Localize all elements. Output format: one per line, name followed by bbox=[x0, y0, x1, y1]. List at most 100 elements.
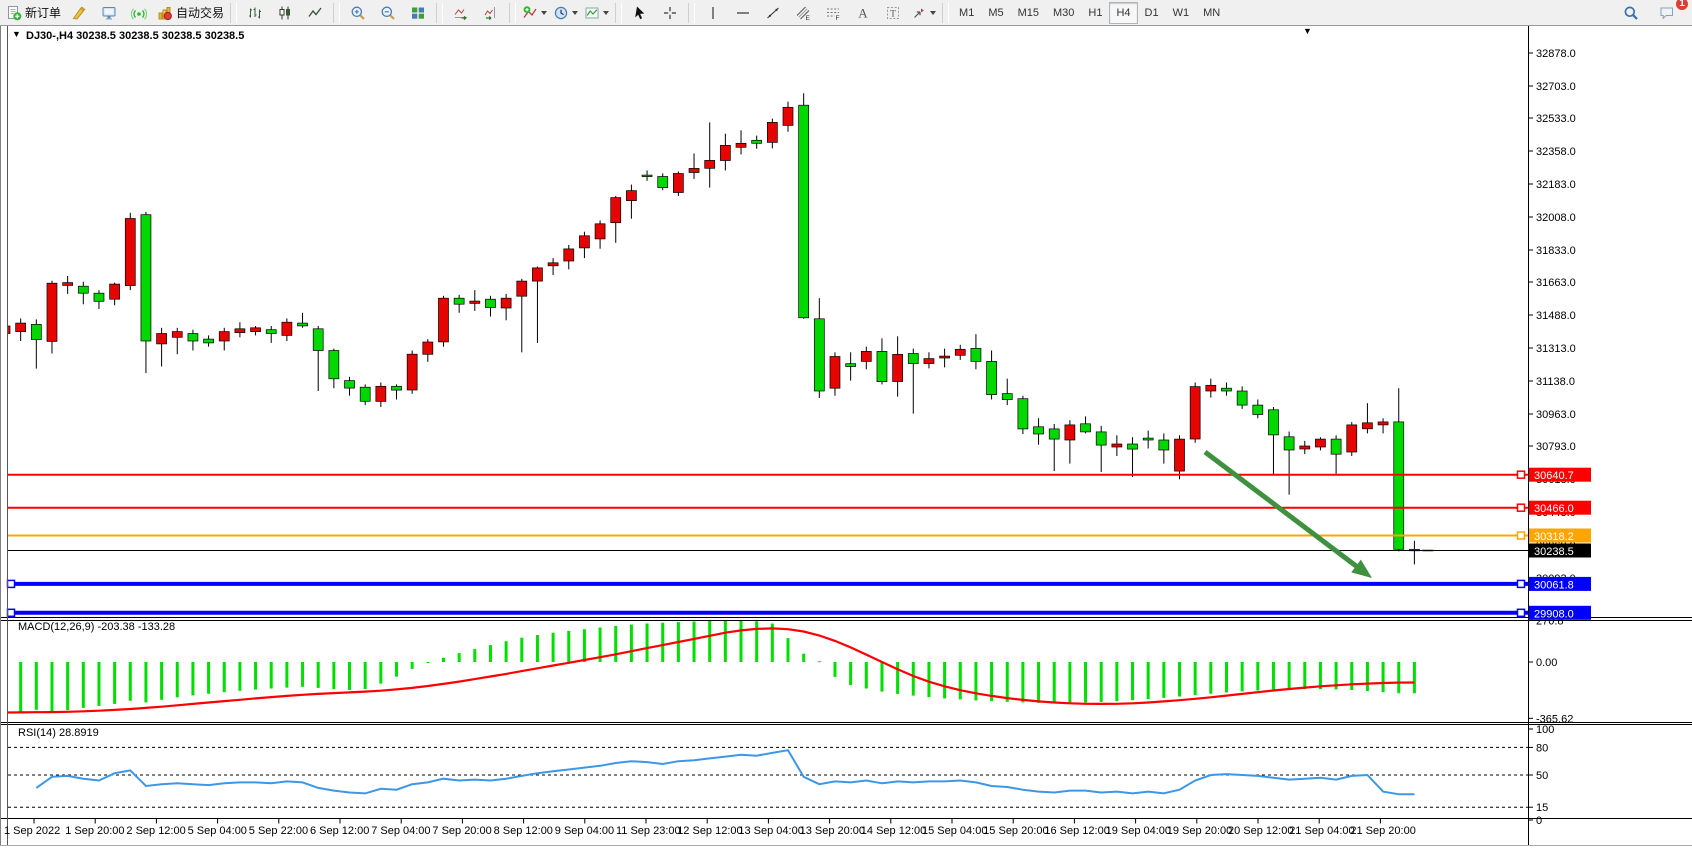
zoom-out-button[interactable] bbox=[373, 1, 403, 25]
hline-handle[interactable] bbox=[1516, 608, 1526, 618]
price-badge-29908.0: 29908.0 bbox=[1529, 605, 1591, 620]
hline-handle[interactable] bbox=[6, 608, 16, 618]
candle-body bbox=[171, 331, 183, 338]
macd-bar bbox=[1397, 662, 1401, 694]
hline-handle[interactable] bbox=[1516, 470, 1526, 479]
candle-body bbox=[1315, 438, 1326, 448]
candle-body bbox=[641, 174, 653, 177]
new-order-icon bbox=[8, 5, 22, 20]
annotation-arrow[interactable] bbox=[1203, 450, 1366, 574]
search-button[interactable] bbox=[1616, 1, 1646, 25]
toolbar-group-chart-type bbox=[240, 0, 330, 26]
chart-window[interactable]: 32878.0 32703.0 32533.0 32358.0 32183.0 32008… bbox=[0, 26, 1692, 849]
horizontal-line-icon bbox=[737, 11, 750, 14]
chevron-down-icon[interactable] bbox=[541, 10, 548, 15]
macd-bar bbox=[927, 662, 931, 698]
crosshair-button[interactable] bbox=[655, 1, 685, 25]
time-tick-label: 15 Sep 04:00 bbox=[922, 825, 987, 837]
equidistant-channel-button[interactable]: E bbox=[788, 1, 818, 25]
hline-handle[interactable] bbox=[1516, 531, 1526, 540]
macd-bar bbox=[1115, 662, 1119, 702]
candle-body bbox=[1252, 404, 1264, 415]
chart-dropdown-icon[interactable]: ▼ bbox=[12, 29, 21, 39]
toolbar-group-trade: 新订单 自动交易 bbox=[3, 0, 227, 26]
candle-body bbox=[1001, 393, 1013, 400]
horizontal-line-button[interactable] bbox=[728, 1, 758, 25]
chevron-down-icon[interactable] bbox=[572, 10, 579, 15]
time-tick-label: 5 Sep 04:00 bbox=[188, 825, 247, 837]
timeframe-d1[interactable]: D1 bbox=[1144, 6, 1159, 19]
timeframe-h1[interactable]: H1 bbox=[1088, 6, 1103, 19]
candle-body bbox=[657, 176, 669, 188]
macd-bar bbox=[1412, 662, 1416, 694]
candle-body bbox=[250, 327, 261, 332]
auto-scroll-button[interactable] bbox=[446, 1, 476, 25]
timeframe-m5[interactable]: M5 bbox=[988, 6, 1004, 19]
candle-body bbox=[281, 321, 293, 336]
indicators-button[interactable] bbox=[519, 1, 550, 25]
text-label-button[interactable]: T bbox=[878, 1, 908, 25]
templates-button[interactable] bbox=[581, 1, 612, 25]
time-tick-label: 14 Sep 12:00 bbox=[861, 825, 926, 837]
hline-handle[interactable] bbox=[6, 579, 16, 589]
macd-bar bbox=[332, 662, 336, 690]
trendline-button[interactable] bbox=[758, 1, 788, 25]
time-axis[interactable]: 1 Sep 2022 1 Sep 20:00 2 Sep 12:00 5 Sep 04… bbox=[4, 818, 1416, 838]
candle-body bbox=[328, 350, 340, 380]
candle-body bbox=[1033, 426, 1044, 435]
chevron-down-icon[interactable] bbox=[603, 10, 610, 15]
timeframe-m1[interactable]: M1 bbox=[959, 6, 975, 19]
candle-body bbox=[798, 104, 810, 319]
candle-body bbox=[203, 338, 214, 344]
periods-button[interactable] bbox=[550, 1, 581, 25]
svg-text:30318.2: 30318.2 bbox=[1534, 531, 1574, 543]
cursor-icon bbox=[635, 6, 645, 19]
timeframe-mn[interactable]: MN bbox=[1203, 6, 1221, 19]
timeframe-m15[interactable]: M15 bbox=[1017, 6, 1039, 19]
macd-bar bbox=[1037, 662, 1041, 703]
candle-body bbox=[923, 358, 935, 364]
cursor-button[interactable] bbox=[625, 1, 655, 25]
macd-signal-line bbox=[8, 627, 1415, 714]
timeframe-m30[interactable]: M30 bbox=[1053, 6, 1075, 19]
candle-body bbox=[1158, 439, 1170, 451]
terminal-button[interactable] bbox=[94, 1, 124, 25]
search-icon bbox=[1624, 6, 1638, 20]
macd-bar bbox=[160, 662, 164, 700]
signal-button[interactable] bbox=[124, 1, 154, 25]
zoom-in-button[interactable] bbox=[343, 1, 373, 25]
line-chart-button[interactable] bbox=[300, 1, 330, 25]
chevron-down-icon[interactable] bbox=[930, 10, 937, 15]
vertical-line-button[interactable] bbox=[698, 1, 728, 25]
bar-chart-button[interactable] bbox=[240, 1, 270, 25]
auto-trading-icon bbox=[158, 6, 172, 20]
macd-bar bbox=[849, 662, 853, 686]
candle-body bbox=[1205, 384, 1217, 392]
chart-background bbox=[0, 26, 1692, 849]
time-tick-label: 13 Sep 04:00 bbox=[738, 825, 803, 837]
auto-trading-button[interactable]: 自动交易 bbox=[154, 1, 227, 25]
macd-bar bbox=[1178, 662, 1181, 697]
crayon-button[interactable] bbox=[64, 1, 94, 25]
macd-bar bbox=[144, 662, 148, 703]
annotation-arrowhead[interactable] bbox=[1351, 559, 1372, 578]
chart-canvas[interactable]: 32878.0 32703.0 32533.0 32358.0 32183.0 32008… bbox=[0, 26, 1692, 849]
text-button[interactable]: A bbox=[848, 1, 878, 25]
hline-handle[interactable] bbox=[1516, 503, 1526, 512]
new-order-button[interactable]: 新订单 bbox=[3, 1, 64, 25]
tile-windows-button[interactable] bbox=[403, 1, 433, 25]
notifications-button[interactable]: 1 bbox=[1652, 0, 1688, 25]
timeframe-h4[interactable]: H4 bbox=[1109, 1, 1138, 24]
candle-body bbox=[8, 325, 11, 334]
timeframe-w1[interactable]: W1 bbox=[1172, 6, 1190, 19]
chart-shift-button[interactable] bbox=[476, 1, 506, 25]
candlestick-chart-button[interactable] bbox=[270, 1, 300, 25]
candle-body bbox=[500, 297, 512, 309]
chart-corner-marker-icon[interactable]: ▼ bbox=[1303, 26, 1312, 36]
fibonacci-button[interactable]: F bbox=[818, 1, 848, 25]
hline-handle[interactable] bbox=[1516, 579, 1526, 589]
arrows-button[interactable] bbox=[908, 1, 939, 25]
macd-bar bbox=[473, 648, 477, 662]
time-tick-label: 7 Sep 04:00 bbox=[371, 825, 430, 837]
macd-bar bbox=[755, 621, 759, 662]
